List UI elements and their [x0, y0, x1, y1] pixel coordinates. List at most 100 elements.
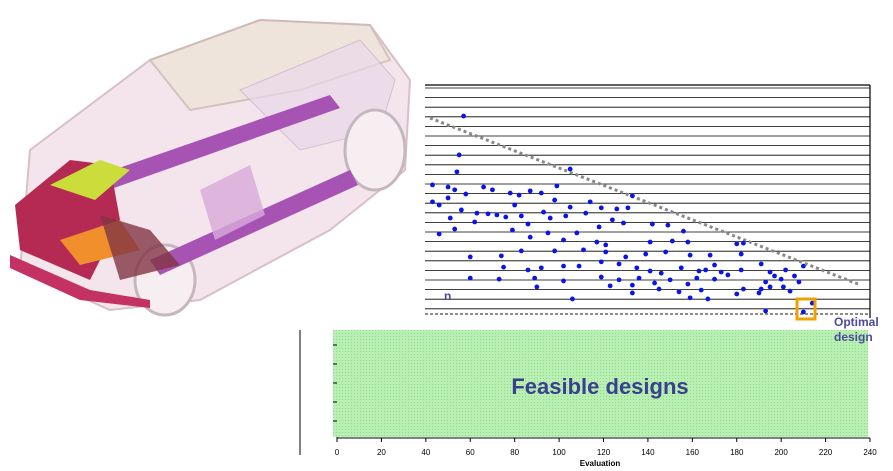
point [517, 193, 522, 198]
point [788, 289, 793, 294]
point [657, 287, 662, 292]
point [725, 273, 730, 278]
point [583, 211, 588, 216]
initial-label: n [444, 289, 451, 303]
point [648, 269, 653, 274]
point [739, 252, 744, 257]
point [452, 227, 457, 232]
point [461, 114, 466, 119]
point [568, 205, 573, 210]
point [659, 271, 664, 276]
point [630, 291, 635, 296]
point [430, 182, 435, 187]
point [468, 276, 473, 281]
point [486, 211, 491, 216]
point [685, 240, 690, 245]
point [708, 253, 713, 258]
point [779, 277, 784, 282]
point [719, 270, 724, 275]
point [495, 213, 500, 218]
point [437, 232, 442, 237]
point [757, 291, 762, 296]
x-tick-label: 160 [686, 448, 700, 457]
point [663, 250, 668, 255]
point [528, 189, 533, 194]
point [459, 208, 464, 213]
point [594, 240, 599, 245]
point [503, 215, 508, 220]
point [705, 297, 710, 302]
point [577, 264, 582, 269]
point [570, 297, 575, 302]
point [501, 265, 506, 270]
point [630, 193, 635, 198]
optimal-label: Optimal design [834, 315, 890, 345]
point [768, 285, 773, 290]
point [552, 249, 557, 254]
x-tick-label: 20 [377, 448, 386, 457]
chart: Feasible designs n 020406080100120140160… [0, 0, 893, 471]
point [688, 253, 693, 258]
point [801, 310, 806, 315]
point [666, 223, 671, 228]
point [539, 191, 544, 196]
point [792, 274, 797, 279]
point [534, 285, 539, 290]
point [563, 214, 568, 219]
point [526, 268, 531, 273]
point [539, 265, 544, 270]
point [699, 288, 704, 293]
page: {"chart_data": { "type": "scatter", "xla… [0, 0, 893, 471]
point [610, 217, 615, 222]
point [734, 292, 739, 297]
point [741, 241, 746, 246]
point [437, 203, 442, 208]
point [734, 241, 739, 246]
point [510, 228, 515, 233]
point [781, 285, 786, 290]
grid [425, 88, 870, 309]
feasible-label: Feasible designs [511, 374, 688, 399]
point [561, 264, 566, 269]
point [670, 239, 675, 244]
point [652, 281, 657, 286]
point [554, 184, 559, 189]
point [526, 222, 531, 227]
point [561, 238, 566, 243]
x-axis-ticks: 020406080100120140160180200220240 [335, 438, 877, 457]
point [599, 205, 604, 210]
point [574, 231, 579, 236]
point [801, 264, 806, 269]
point [621, 221, 626, 226]
point [552, 198, 557, 203]
point [617, 262, 622, 267]
x-tick-label: 0 [335, 448, 340, 457]
point [497, 277, 502, 282]
point [668, 277, 673, 282]
point [546, 231, 551, 236]
point [463, 192, 468, 197]
point [623, 255, 628, 260]
point [759, 262, 764, 267]
point [681, 229, 686, 234]
point [599, 259, 604, 264]
point [472, 220, 477, 225]
point [694, 276, 699, 281]
point [468, 255, 473, 260]
point [679, 265, 684, 270]
point [446, 185, 451, 190]
point [561, 279, 566, 284]
point [475, 211, 480, 216]
point [499, 253, 504, 258]
point [650, 222, 655, 227]
x-tick-label: 40 [421, 448, 430, 457]
car-illustration [10, 20, 410, 315]
x-tick-label: 200 [774, 448, 788, 457]
x-tick-label: 240 [863, 448, 877, 457]
point [630, 283, 635, 288]
point [712, 277, 717, 282]
point [677, 289, 682, 294]
point [797, 280, 802, 285]
point [783, 268, 788, 273]
point [548, 216, 553, 221]
